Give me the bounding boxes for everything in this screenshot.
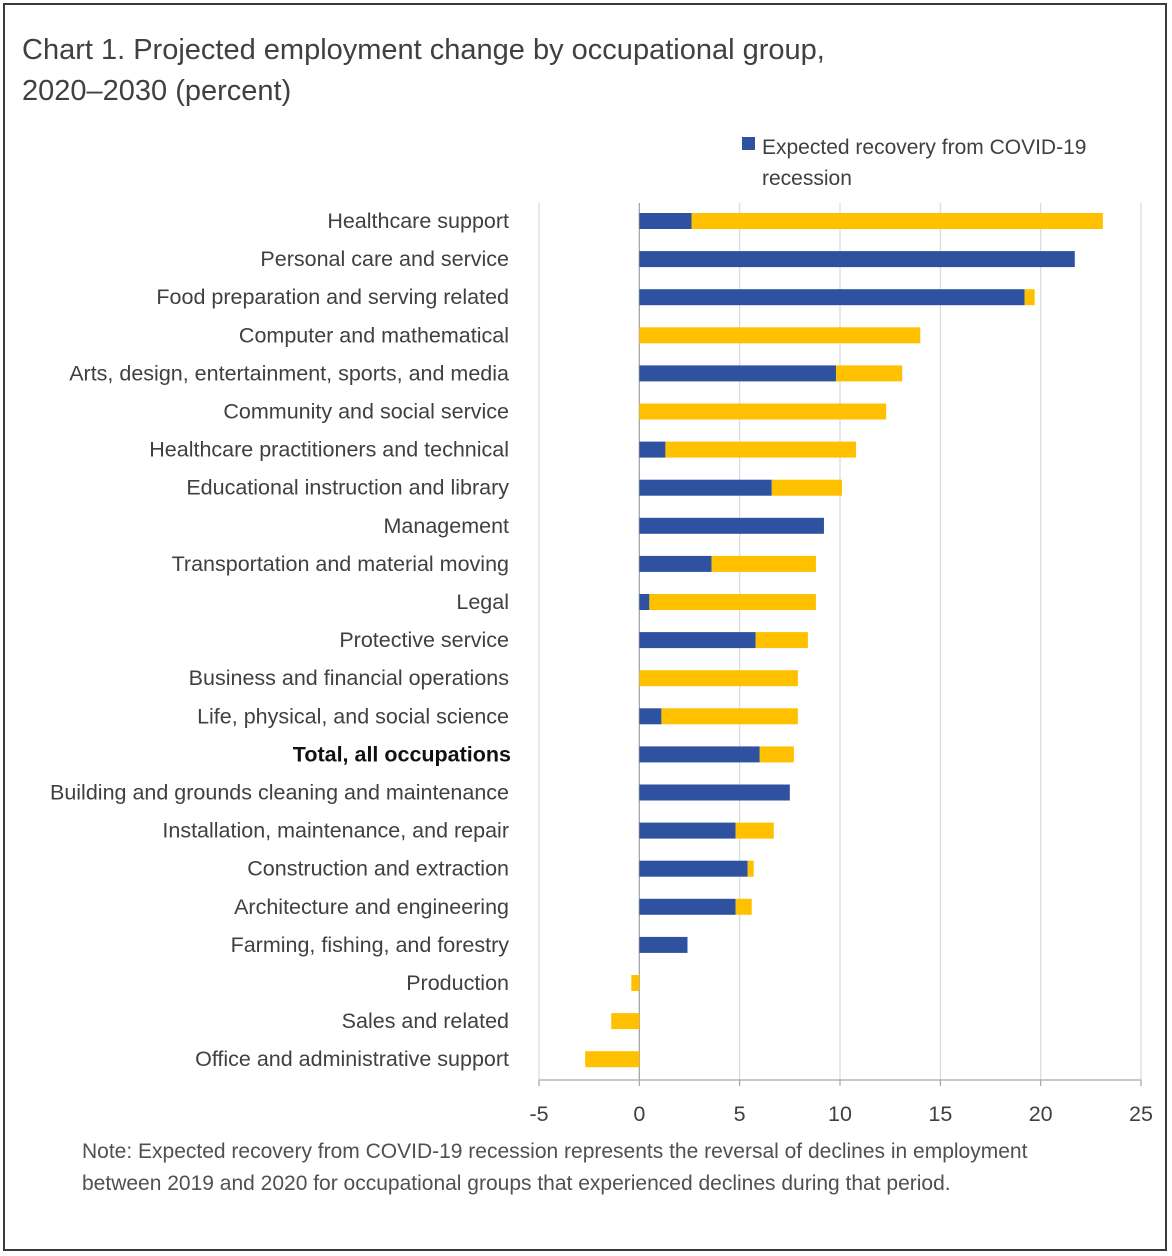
chart-frame [3,3,1167,1251]
bar-recovery [639,784,790,801]
bar-recovery [639,594,650,610]
category-label: Office and administrative support [195,1047,509,1071]
bar-other-change [631,975,640,991]
bar-recovery [639,555,712,572]
x-tick-label: 10 [828,1102,852,1126]
bar-other-change [755,632,808,649]
bar-recovery [639,365,836,382]
category-label: Food preparation and serving related [156,285,509,309]
category-label: Life, physical, and social science [197,704,509,728]
bar-other-change [747,860,754,877]
bar-other-change [639,403,887,420]
category-label: Management [384,514,510,538]
category-label: Computer and mathematical [239,323,509,347]
category-label: Installation, maintenance, and repair [162,819,509,843]
bar-recovery [639,822,736,839]
bar-other-change [639,670,798,687]
category-label: Legal [456,590,509,614]
bar-other-change [639,327,921,344]
bar-recovery [639,479,772,496]
category-label: Healthcare practitioners and technical [149,438,509,462]
legend-label-line-1: Expected recovery from COVID-19 [762,136,1086,159]
bar-other-change [611,1013,640,1030]
category-label: Personal care and service [260,247,509,271]
category-label: Business and financial operations [189,666,509,690]
bars [585,213,1103,1068]
bar-other-change [735,822,774,839]
bar-recovery [639,289,1025,306]
category-label: Architecture and engineering [234,895,509,919]
bar-recovery [639,936,688,953]
category-label: Production [406,971,509,995]
x-tick-label: 0 [633,1102,645,1126]
category-labels: Healthcare support Personal care and serv… [50,209,511,1071]
legend-label-line-2: recession [762,167,852,190]
bar-recovery [639,441,666,458]
x-axis-ticks: -5 0 5 10 15 20 25 [529,1080,1153,1126]
bar-other-change [649,594,816,610]
chart-note: Note: Expected recovery from COVID-19 re… [82,1140,1028,1195]
bar-recovery [639,213,692,229]
legend: Expected recovery from COVID-19 recessio… [742,136,1086,190]
category-label: Protective service [339,628,509,652]
x-tick-label: 25 [1129,1102,1153,1126]
bar-recovery [639,251,1075,268]
bar-other-change [735,898,752,915]
category-label: Arts, design, entertainment, sports, and… [69,361,509,385]
x-tick-label: -5 [529,1102,548,1126]
chart-title-line-2: 2020–2030 (percent) [22,75,292,107]
bar-recovery [639,860,748,877]
bar-other-change [585,1051,640,1068]
category-label: Building and grounds cleaning and mainte… [50,781,509,805]
x-tick-label: 20 [1029,1102,1053,1126]
bar-other-change [661,708,798,725]
bar-other-change [665,441,857,458]
category-label: Community and social service [223,400,509,424]
category-label: Educational instruction and library [186,476,509,500]
category-label: Healthcare support [327,209,509,233]
bar-other-change [759,746,794,763]
x-tick-label: 5 [734,1102,746,1126]
bar-other-change [835,365,903,382]
category-label: Farming, fishing, and forestry [231,933,510,957]
category-label: Sales and related [342,1009,509,1033]
category-label: Transportation and material moving [172,552,509,576]
category-label: Construction and extraction [247,857,509,881]
bar-other-change [711,555,816,572]
bar-other-change [771,479,843,496]
bar-other-change [1024,289,1035,306]
bar-recovery [639,898,736,915]
bar-recovery [639,517,824,534]
category-label: Total, all occupations [293,742,511,766]
bar-recovery [639,708,662,725]
chart-title-line-1: Chart 1. Projected employment change by … [22,34,825,66]
bar-recovery [639,746,760,763]
bar-other-change [691,213,1103,229]
legend-swatch-recovery [742,137,755,150]
bar-recovery [639,632,756,649]
x-tick-label: 15 [928,1102,952,1126]
chart-title: Chart 1. Projected employment change by … [22,30,1022,112]
